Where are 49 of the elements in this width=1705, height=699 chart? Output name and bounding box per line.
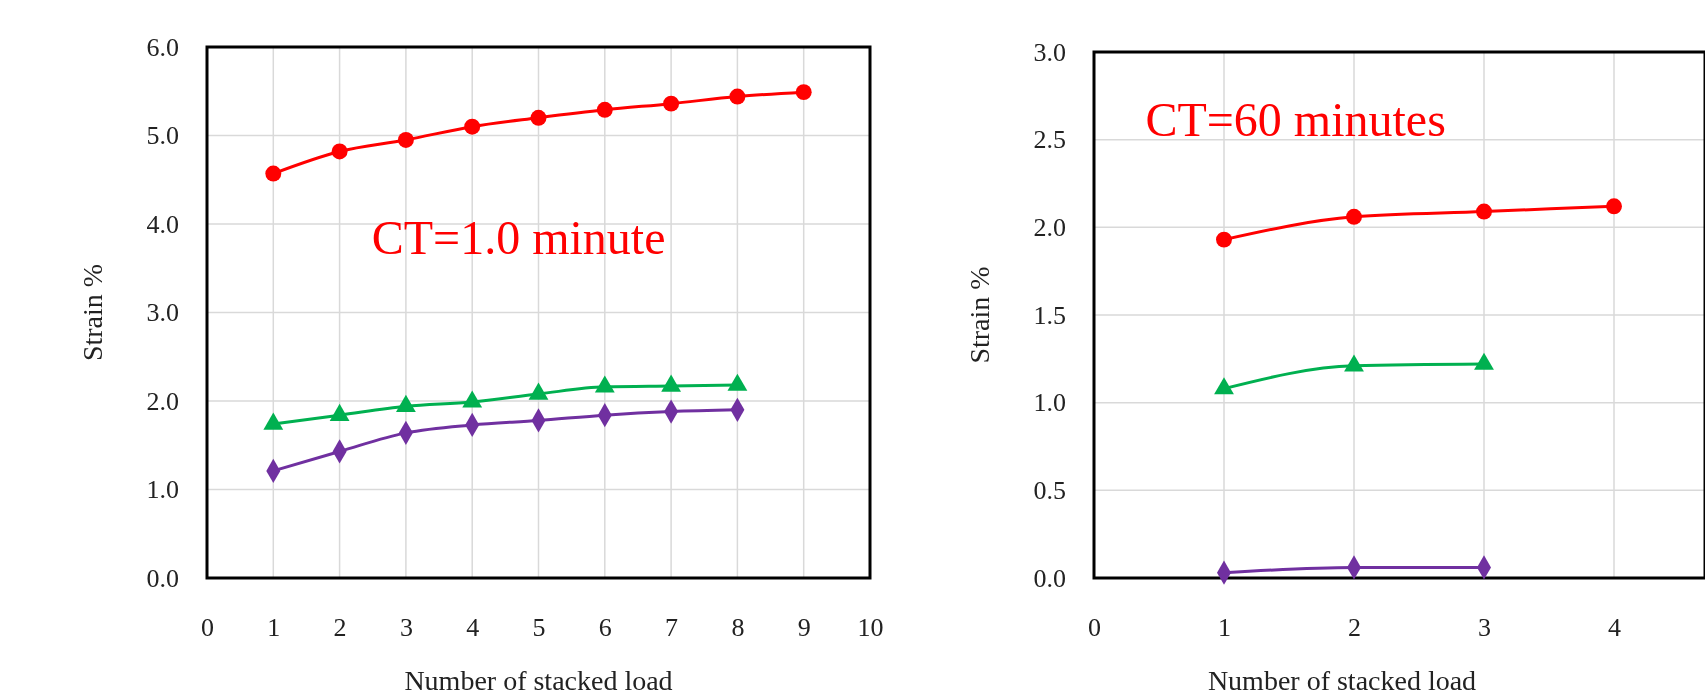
point [1346,208,1362,225]
y-tick-label: 2.5 [1033,125,1066,155]
x-tick-label: 6 [598,613,612,643]
x-tick-label: 3 [399,613,413,643]
point [1606,198,1622,215]
x-tick-label: 0 [201,613,214,643]
y-tick-label: 1.0 [146,475,179,505]
x-tick-label: 9 [797,613,811,643]
x-tick-label: 1 [267,613,281,643]
y-tick-label: 0.0 [146,563,179,593]
point [596,101,613,118]
y-tick-label: 1.5 [1033,300,1066,330]
annotation: CT=60 minutes [1145,93,1446,147]
point [464,118,481,135]
x-tick-label: 4 [466,613,480,643]
y-tick-label: 0.5 [1033,476,1066,506]
point [530,109,547,126]
point [729,88,746,105]
x-axis-title: Number of stacked load [1207,665,1477,696]
x-tick-label: 2 [1348,613,1361,643]
y-tick-label: 1.0 [1033,388,1066,418]
x-tick-label: 5 [532,613,546,643]
point [397,131,414,148]
x-tick-label: 4 [1608,613,1621,643]
x-tick-label: 1 [1218,613,1231,643]
x-tick-label: 10 [857,613,884,643]
x-axis-title: Number of stacked load [404,665,673,696]
x-tick-label: 7 [665,613,679,643]
point [663,95,680,112]
y-tick-label: 0.0 [1033,563,1066,593]
x-tick-label: 0 [1088,613,1101,643]
y-tick-label: 3.0 [1033,37,1066,67]
point [1216,231,1232,248]
point [1476,203,1492,220]
y-axis-title: Strain % [964,266,995,364]
y-tick-label: 2.0 [146,386,179,416]
x-tick-label: 2 [333,613,347,643]
y-tick-label: 6.0 [146,32,179,62]
annotation: CT=1.0 minute [371,211,666,265]
point [331,143,348,160]
point [265,165,282,182]
x-tick-label: 8 [731,613,745,643]
y-axis-title: Strain % [77,263,108,362]
x-tick-label: 3 [1478,613,1491,643]
point [795,84,812,101]
y-tick-label: 5.0 [146,121,179,151]
y-tick-label: 2.0 [1033,213,1066,243]
y-tick-label: 4.0 [146,209,179,239]
y-tick-label: 3.0 [146,298,179,328]
